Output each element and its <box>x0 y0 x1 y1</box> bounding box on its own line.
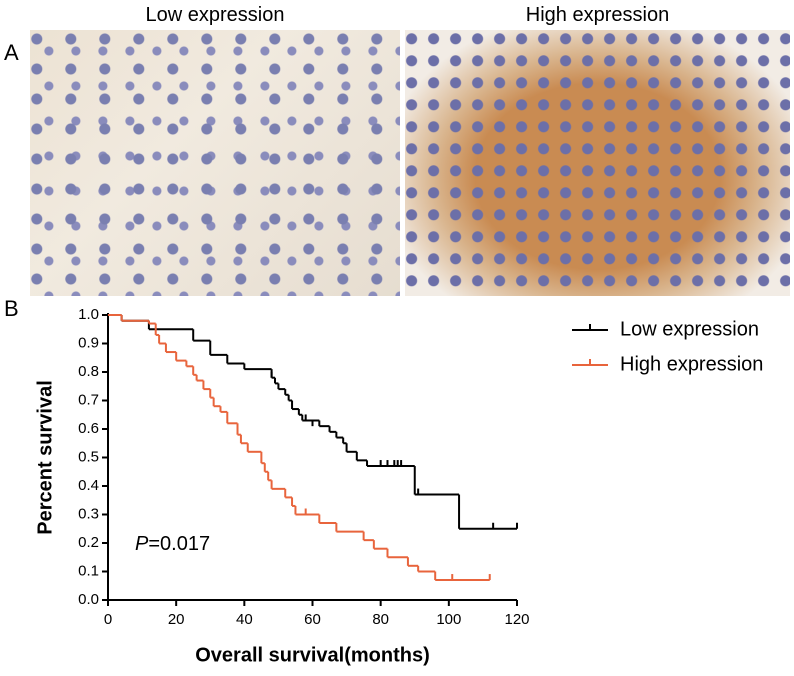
annotation: P=0.017 <box>135 533 210 555</box>
x-tick-label: 0 <box>104 611 112 628</box>
legend-label: Low expression <box>620 318 759 340</box>
caption: High expression <box>525 4 670 26</box>
x-tick-label: 100 <box>436 611 461 628</box>
y-tick-label: 0.1 <box>78 562 99 579</box>
y-tick-label: 0.6 <box>78 420 99 437</box>
y-tick-label: 0.5 <box>78 448 99 465</box>
annotation-var: P <box>135 533 149 555</box>
y-tick-label: 0.8 <box>78 363 99 380</box>
x-tick-label: 80 <box>372 611 389 628</box>
panel-label: A <box>4 40 19 65</box>
y-axis-label: Percent survival <box>34 380 56 535</box>
y-tick-label: 0.4 <box>78 477 99 494</box>
y-tick-label: 1.0 <box>78 306 99 323</box>
micrograph <box>405 30 790 296</box>
x-axis-label: Overall survival(months) <box>195 644 430 666</box>
x-tick-label: 60 <box>304 611 321 628</box>
x-tick-label: 20 <box>168 611 185 628</box>
y-tick-label: 0.2 <box>78 534 99 551</box>
micrograph <box>30 30 400 296</box>
y-tick-label: 0.9 <box>78 334 99 351</box>
x-tick-label: 120 <box>504 611 529 628</box>
caption: Low expression <box>145 4 285 26</box>
y-tick-label: 0.3 <box>78 505 99 522</box>
y-tick-label: 0.0 <box>78 591 99 608</box>
panel-label: B <box>4 296 19 321</box>
y-tick-label: 0.7 <box>78 391 99 408</box>
annotation-text: =0.017 <box>148 533 210 555</box>
x-tick-label: 40 <box>236 611 253 628</box>
legend-label: High expression <box>620 353 763 375</box>
